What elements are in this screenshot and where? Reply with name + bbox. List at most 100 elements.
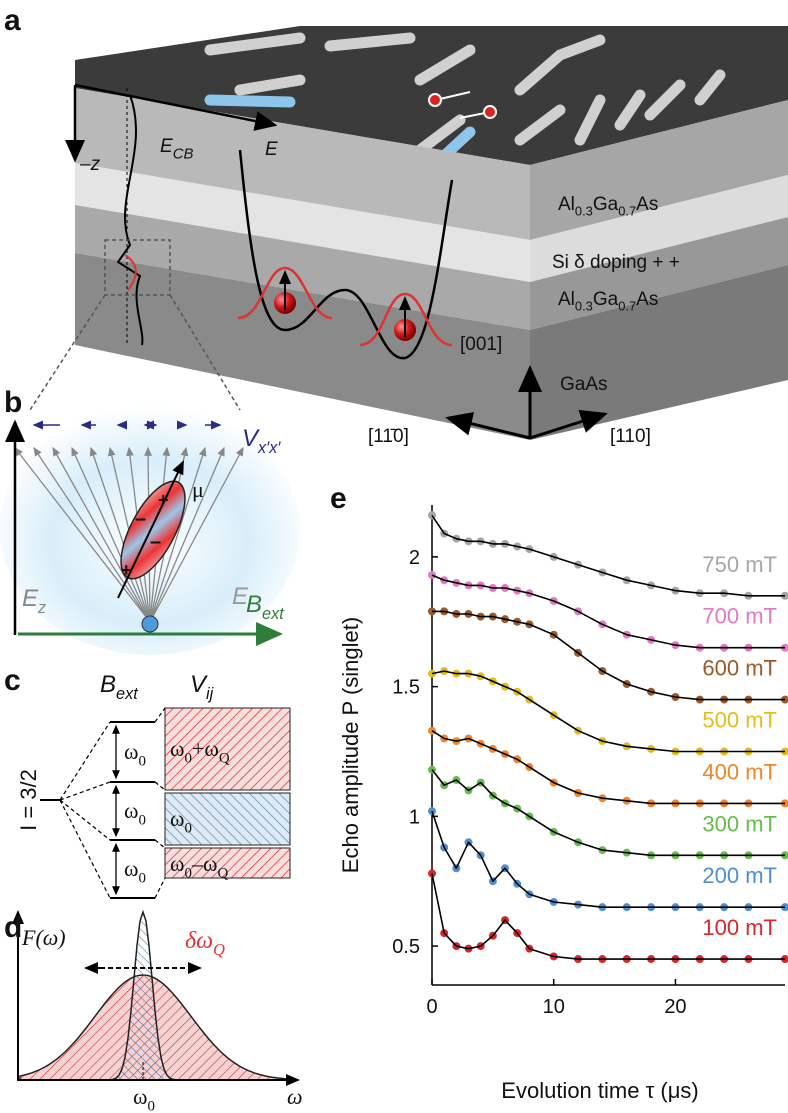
- text-part: Ga: [593, 194, 619, 215]
- text-part: –ω: [191, 851, 217, 876]
- dw-label: δωQ: [185, 928, 225, 959]
- text-part: ω: [124, 739, 138, 764]
- level-label: ω0: [124, 739, 146, 770]
- series-label: 400 mT: [702, 759, 777, 784]
- subscript: 0.7: [618, 204, 636, 219]
- layer: [75, 253, 530, 440]
- ecb-label: ECB: [160, 136, 193, 163]
- text-part: ω: [124, 798, 138, 823]
- w-label: ω: [287, 1084, 303, 1109]
- subscript: CB: [173, 146, 194, 163]
- gates-blue: [204, 94, 476, 161]
- gates: [204, 32, 726, 156]
- zoom-line: [169, 294, 241, 411]
- panel-label: d: [4, 911, 22, 944]
- subscript: 0: [184, 821, 191, 837]
- minus: –: [135, 508, 146, 530]
- y-tick-label: 1: [409, 806, 420, 828]
- level-box: [164, 847, 291, 879]
- bext-label: Bext: [100, 671, 139, 703]
- level-label: ω0: [124, 798, 146, 829]
- series-label: 750 mT: [702, 552, 777, 577]
- vij-label: Vij: [190, 671, 214, 703]
- spin-label: I = 3/2: [16, 769, 41, 831]
- fit-line: [431, 670, 785, 753]
- fit-line: [431, 769, 785, 857]
- subscript: 0.7: [618, 299, 636, 314]
- plus: +: [158, 490, 169, 510]
- field-line: [149, 446, 225, 623]
- subscript: Q: [219, 751, 230, 767]
- panel-a: –z ECB E Al0.3Ga0.7As Si δ doping + + Al…: [29, 26, 788, 447]
- text-part: Al: [558, 289, 575, 310]
- e-arrow: [74, 83, 278, 131]
- z-label: –z: [79, 154, 101, 175]
- fit-line: [432, 610, 785, 701]
- subscript: Q: [217, 866, 228, 882]
- panel-c: Bext Vij I = 3/2 ω0 ω0 ω0 ω0+ωQ ω0 ω0–ωQ: [16, 671, 291, 899]
- series-label: 100 mT: [702, 915, 777, 940]
- text-part: V: [190, 671, 208, 698]
- layer: [530, 175, 788, 282]
- subscript: 0: [184, 751, 191, 767]
- text-part: ω: [170, 806, 184, 831]
- series-label: 500 mT: [702, 707, 777, 732]
- subscript: 0.3: [575, 204, 593, 219]
- subscript: 0: [147, 1099, 154, 1113]
- subscript: 0: [138, 754, 145, 770]
- subscript: ext: [116, 685, 139, 703]
- substrate-label: GaAs: [560, 374, 608, 395]
- mu-label: μ: [192, 477, 204, 502]
- text-part: E: [160, 136, 173, 157]
- x-tick-label: 0: [426, 996, 437, 1018]
- zoom-box: [104, 239, 171, 296]
- wavefunction: [124, 254, 137, 291]
- x-tick-label: 20: [664, 996, 686, 1018]
- text-part: ω: [170, 736, 184, 761]
- text-part: δω: [185, 928, 213, 954]
- series-label: 200 mT: [702, 863, 777, 888]
- subscript: 0: [138, 871, 145, 887]
- y-tick-label: 2: [409, 547, 420, 569]
- direction-label: [110]: [610, 426, 651, 447]
- subscript: x′x′: [257, 439, 281, 457]
- field-line: [149, 446, 207, 623]
- fit-line: [431, 810, 785, 908]
- y-tick-label: 1.5: [392, 677, 420, 699]
- fit-line: [431, 574, 785, 649]
- x-tick-label: 10: [543, 996, 565, 1018]
- level-box: [164, 707, 291, 791]
- dir-arrow: [445, 412, 531, 440]
- subscript: ij: [206, 685, 214, 703]
- v-label: Vx′x′: [242, 425, 281, 457]
- direction-label: [001]: [460, 334, 502, 355]
- direction-label: [11̄0]: [368, 426, 409, 447]
- fit-line: [431, 514, 785, 597]
- levels: [40, 721, 155, 899]
- field-line: [52, 446, 151, 623]
- e-label: E: [232, 583, 249, 610]
- text-part: As: [636, 194, 658, 215]
- layer: [75, 205, 530, 330]
- subscript: ext: [262, 605, 285, 623]
- layer-label: Al0.3Ga0.7As: [558, 194, 658, 219]
- y-tick-label: 0.5: [392, 936, 420, 958]
- text-part: As: [636, 289, 658, 310]
- layer: [530, 265, 788, 440]
- layer: [75, 88, 530, 240]
- box-label: ω0–ωQ: [170, 851, 228, 882]
- panel-label: a: [4, 4, 21, 37]
- panel-d: F(ω) δωQ ω0 ω: [12, 909, 303, 1113]
- level-box: [164, 792, 291, 846]
- f-label: F(ω): [21, 925, 66, 950]
- chart: Evolution time τ (μs) Echo amplitude P (…: [338, 505, 788, 1103]
- box-label: ω0+ωQ: [170, 736, 230, 767]
- text-part: ω: [124, 856, 138, 881]
- text-part: +ω: [192, 736, 219, 761]
- panel-label: c: [4, 664, 21, 697]
- layer-label: Al0.3Ga0.7As: [558, 289, 658, 314]
- text-part: B: [246, 591, 262, 618]
- layer: [75, 163, 530, 282]
- series-label: 700 mT: [702, 604, 777, 629]
- bext-label: Bext: [246, 591, 285, 623]
